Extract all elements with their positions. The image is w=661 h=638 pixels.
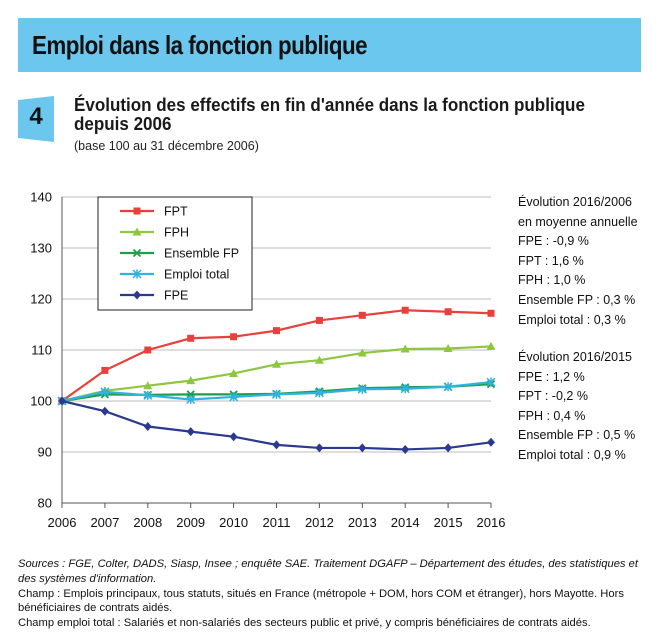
point-fpt <box>401 306 409 314</box>
point-fpt <box>101 366 109 374</box>
x-tick-label: 2013 <box>348 515 377 530</box>
point-emploi-total <box>186 394 196 405</box>
sources-line: Sources : FGE, Colter, DADS, Siasp, Inse… <box>18 558 638 585</box>
point-fpe <box>100 406 109 416</box>
point-fpt <box>187 334 195 342</box>
x-tick-label: 2008 <box>133 515 162 530</box>
note-line: FPE : -0,9 % <box>518 234 589 249</box>
legend-label-ensemble-fp: Ensemble FP <box>164 247 239 261</box>
note-line: Évolution 2016/2006 <box>518 195 632 209</box>
x-tick-label: 2011 <box>263 515 291 530</box>
note-line: Ensemble FP : 0,3 % <box>518 292 636 307</box>
legend-label-fpt: FPT <box>164 205 188 219</box>
note-line: Emploi total : 0,3 % <box>518 312 626 327</box>
point-fph <box>486 341 496 350</box>
point-emploi-total <box>443 382 453 392</box>
point-fph <box>229 368 239 377</box>
notes-block-2006: Évolution 2016/2006 en moyenne annuelle … <box>518 193 638 330</box>
note-line: FPE : 1,2 % <box>518 369 585 384</box>
notes-block-2015: Évolution 2016/2015 FPE : 1,2 % FPT : -0… <box>518 348 635 466</box>
point-fph <box>443 343 453 352</box>
point-fpe <box>272 440 281 450</box>
figure-number-badge: 4 <box>18 96 54 142</box>
y-tick-label: 120 <box>30 292 52 307</box>
y-tick-label: 110 <box>31 343 52 358</box>
point-fpe <box>58 396 66 406</box>
point-fpt <box>315 316 323 324</box>
note-line: Emploi total : 0,9 % <box>518 447 626 462</box>
legend-marker-fpt <box>133 207 141 215</box>
point-fph <box>272 359 281 368</box>
point-fpt <box>358 311 366 319</box>
point-fpt <box>273 327 280 335</box>
champ-emploi-line: Champ emploi total : Salariés et non-sal… <box>18 617 591 630</box>
note-line: FPT : -0,2 % <box>518 389 588 404</box>
point-fpt <box>144 346 152 354</box>
x-tick-label: 2012 <box>305 515 334 530</box>
point-fph <box>400 344 410 353</box>
point-emploi-total <box>357 384 367 394</box>
note-line: FPH : 0,4 % <box>518 408 586 423</box>
badge-shape-icon <box>18 96 54 142</box>
point-emploi-total <box>143 390 153 400</box>
point-fpe <box>358 443 367 453</box>
point-fpt <box>444 308 452 316</box>
point-fpe <box>401 444 410 454</box>
note-line: Évolution 2016/2015 <box>518 350 632 364</box>
point-fpe <box>143 422 152 431</box>
point-fph <box>143 381 153 390</box>
point-emploi-total <box>314 388 324 398</box>
x-tick-label: 2010 <box>219 515 248 530</box>
x-tick-label: 2006 <box>48 515 77 530</box>
legend-label-fph: FPH <box>164 226 189 240</box>
point-fph <box>314 355 324 364</box>
section-title: Emploi dans la fonction publique <box>32 30 368 60</box>
figure-subtitle: (base 100 au 31 décembre 2006) <box>74 139 259 153</box>
x-tick-label: 2016 <box>477 515 506 530</box>
y-tick-label: 90 <box>38 445 52 460</box>
point-emploi-total <box>400 384 410 394</box>
legend-marker-emploi-total <box>132 269 142 279</box>
legend-label-emploi-total: Emploi total <box>164 268 229 282</box>
point-fpe <box>487 437 495 447</box>
figure-number: 4 <box>29 103 43 130</box>
note-line: en moyenne annuelle <box>518 214 638 229</box>
point-fph <box>357 348 367 357</box>
point-fpe <box>229 432 238 442</box>
note-line: FPT : 1,6 % <box>518 253 584 268</box>
point-fpe <box>186 427 195 437</box>
note-line: Ensemble FP : 0,5 % <box>518 428 636 443</box>
champ-line: Champ : Emplois principaux, tous statuts… <box>18 587 624 615</box>
figure-title: Évolution des effectifs en fin d'année d… <box>74 94 585 134</box>
y-tick-label: 100 <box>30 394 52 409</box>
point-fpe <box>444 443 453 453</box>
y-tick-label: 80 <box>38 496 52 511</box>
point-fph <box>186 376 196 385</box>
legend-marker-ensemble-fp <box>132 248 142 258</box>
x-tick-label: 2009 <box>176 515 205 530</box>
legend-label-fpe: FPE <box>164 289 188 303</box>
y-tick-label: 140 <box>30 190 52 205</box>
point-emploi-total <box>271 389 282 399</box>
section-banner: Emploi dans la fonction publique <box>18 18 641 72</box>
sources-notes: Sources : FGE, Colter, DADS, Siasp, Inse… <box>18 557 648 631</box>
point-fpe <box>315 443 324 453</box>
point-emploi-total <box>229 392 239 402</box>
x-tick-label: 2014 <box>391 515 420 530</box>
point-fpt <box>487 309 495 317</box>
x-tick-label: 2007 <box>90 515 119 530</box>
point-emploi-total <box>100 387 110 397</box>
point-emploi-total <box>486 377 496 387</box>
legend-marker-fph <box>132 227 142 236</box>
point-fpt <box>230 333 238 341</box>
note-line: FPH : 1,0 % <box>518 273 586 288</box>
x-tick-label: 2015 <box>434 515 463 530</box>
legend-marker-fpe <box>133 290 141 300</box>
y-tick-label: 130 <box>30 241 52 256</box>
